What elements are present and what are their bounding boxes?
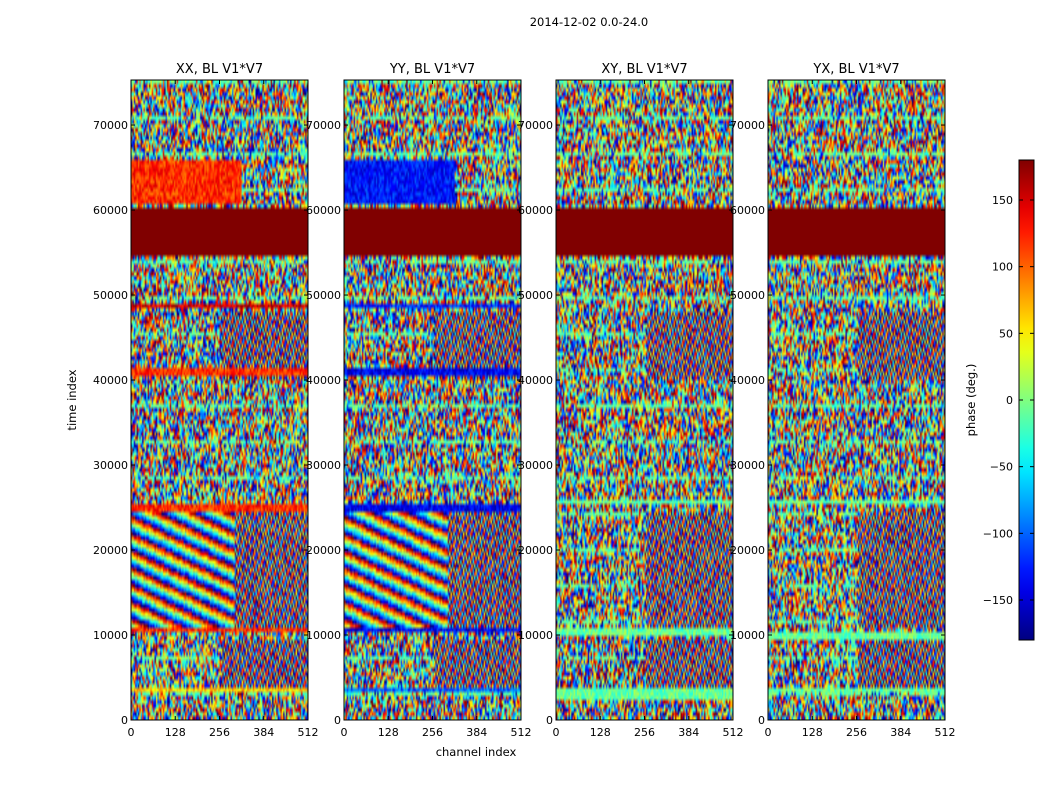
panel-title-0: XX, BL V1*V7	[176, 62, 263, 77]
x-tick-label: 256	[846, 726, 867, 739]
colorbar-tick-label: −100	[983, 527, 1013, 540]
y-tick-label: 20000	[306, 544, 341, 557]
colorbar-label: phase (deg.)	[964, 364, 978, 437]
x-tick-label: 0	[128, 726, 135, 739]
x-tick-label: 0	[553, 726, 560, 739]
x-tick-label: 384	[678, 726, 699, 739]
colorbar-tick-label: −50	[990, 461, 1013, 474]
panel-title-3: YX, BL V1*V7	[812, 62, 899, 77]
panel-title-2: XY, BL V1*V7	[601, 62, 687, 77]
y-tick-label: 70000	[306, 119, 341, 132]
y-tick-label: 60000	[730, 204, 765, 217]
y-tick-label: 0	[334, 714, 341, 727]
heatmap-image-3	[768, 80, 945, 720]
y-tick-label: 50000	[730, 289, 765, 302]
x-tick-label: 128	[590, 726, 611, 739]
colorbar-tick-label: 50	[999, 327, 1013, 340]
panel-2: XY, BL V1*V7 0 128 256 384 512 0 10000 20000 3000…	[518, 62, 744, 739]
y-tick-label: 10000	[306, 629, 341, 642]
heatmap-image-1	[344, 80, 521, 720]
x-tick-label: 256	[634, 726, 655, 739]
y-tick-label: 70000	[93, 119, 128, 132]
colorbar-tick-label: −150	[983, 594, 1013, 607]
panel-0: XX, BL V1*V7 0 128 256 384 512 0 10000 20000 3000…	[93, 62, 319, 739]
x-tick-label: 512	[298, 726, 319, 739]
x-tick-label: 256	[209, 726, 230, 739]
y-tick-label: 30000	[93, 459, 128, 472]
y-tick-label: 40000	[518, 374, 553, 387]
y-tick-label: 20000	[518, 544, 553, 557]
y-tick-label: 30000	[730, 459, 765, 472]
colorbar-tick-label: 100	[992, 261, 1013, 274]
panel-1: YY, BL V1*V7 0 128 256 384 512 0 10000 20000 3000…	[306, 62, 532, 739]
heatmap-image-0	[131, 80, 308, 720]
x-tick-label: 128	[802, 726, 823, 739]
y-tick-label: 40000	[93, 374, 128, 387]
x-tick-label: 128	[165, 726, 186, 739]
y-tick-label: 30000	[306, 459, 341, 472]
colorbar-tick-label: 150	[992, 194, 1013, 207]
y-tick-label: 70000	[518, 119, 553, 132]
x-tick-label: 384	[890, 726, 911, 739]
y-tick-label: 0	[121, 714, 128, 727]
colorbar: 150 100 50 0 −50 −100 −150	[983, 159, 1035, 641]
y-tick-label: 10000	[518, 629, 553, 642]
x-tick-label: 512	[723, 726, 744, 739]
y-tick-label: 10000	[93, 629, 128, 642]
colorbar-tick-label: 0	[1006, 394, 1013, 407]
y-tick-label: 0	[546, 714, 553, 727]
x-tick-label: 384	[253, 726, 274, 739]
heatmap-image-2	[556, 80, 733, 720]
panel-title-1: YY, BL V1*V7	[389, 62, 475, 77]
y-tick-label: 0	[758, 714, 765, 727]
figure-suptitle: 2014-12-02 0.0-24.0	[530, 15, 649, 29]
y-tick-label: 60000	[93, 204, 128, 217]
x-axis-label: channel index	[436, 745, 517, 759]
heatmap-panels: XX, BL V1*V7 0 128 256 384 512 0 10000 20000 3000…	[93, 62, 956, 739]
y-tick-label: 60000	[518, 204, 553, 217]
y-tick-label: 30000	[518, 459, 553, 472]
y-tick-label: 40000	[730, 374, 765, 387]
y-tick-label: 50000	[518, 289, 553, 302]
panel-3: YX, BL V1*V7 0 128 256 384 512 0 10000 20000 3000…	[730, 62, 956, 739]
x-tick-label: 0	[765, 726, 772, 739]
x-tick-label: 256	[422, 726, 443, 739]
x-tick-label: 384	[466, 726, 487, 739]
y-tick-label: 20000	[93, 544, 128, 557]
y-tick-label: 60000	[306, 204, 341, 217]
y-tick-label: 40000	[306, 374, 341, 387]
x-tick-label: 0	[341, 726, 348, 739]
y-tick-label: 10000	[730, 629, 765, 642]
y-axis-label: time index	[65, 369, 79, 430]
y-tick-label: 20000	[730, 544, 765, 557]
x-tick-label: 128	[378, 726, 399, 739]
y-tick-label: 50000	[306, 289, 341, 302]
y-tick-label: 70000	[730, 119, 765, 132]
x-tick-label: 512	[511, 726, 532, 739]
x-tick-label: 512	[935, 726, 956, 739]
y-tick-label: 50000	[93, 289, 128, 302]
